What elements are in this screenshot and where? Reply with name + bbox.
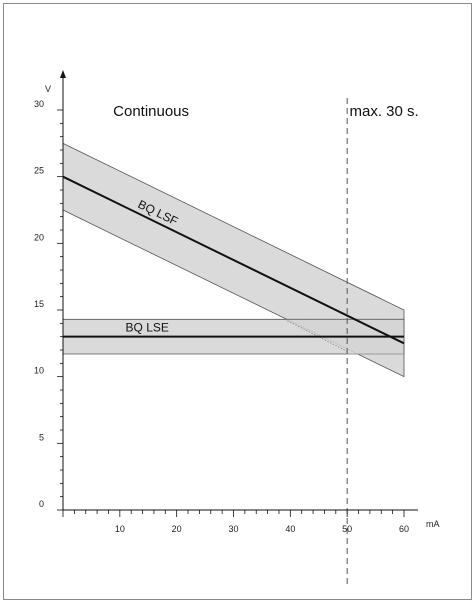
x-tick-label: 40 (285, 524, 295, 534)
x-tick-label: 60 (399, 524, 409, 534)
bq-lsf-nominal-line (62, 175, 405, 345)
guide-lines (284, 98, 404, 588)
x-tick-label: 30 (228, 524, 238, 534)
y-tick-label: 20 (34, 232, 44, 242)
x-axis-label: mA (426, 519, 440, 529)
series-lines (62, 175, 405, 345)
region-label-continuous: Continuous (113, 103, 189, 120)
y-tick-label: 30 (34, 99, 44, 109)
x-tick-label: 20 (172, 524, 182, 534)
y-axis-label: V (45, 84, 51, 94)
y-tick-label: 25 (34, 166, 44, 176)
chart-frame (3, 3, 472, 600)
y-axis-arrow (60, 70, 66, 78)
y-tick-label: 10 (34, 366, 44, 376)
y-tick-label: 15 (34, 299, 44, 309)
region-label-max: max. 30 s. (350, 103, 419, 120)
x-tick-label: 10 (115, 524, 125, 534)
y-tick-label: 5 (39, 432, 44, 442)
series-label-bq-lse: BQ LSE (126, 320, 169, 334)
y-tick-label: 0 (39, 499, 44, 509)
x-tick-label: 50 (342, 524, 352, 534)
ticks (57, 109, 405, 517)
